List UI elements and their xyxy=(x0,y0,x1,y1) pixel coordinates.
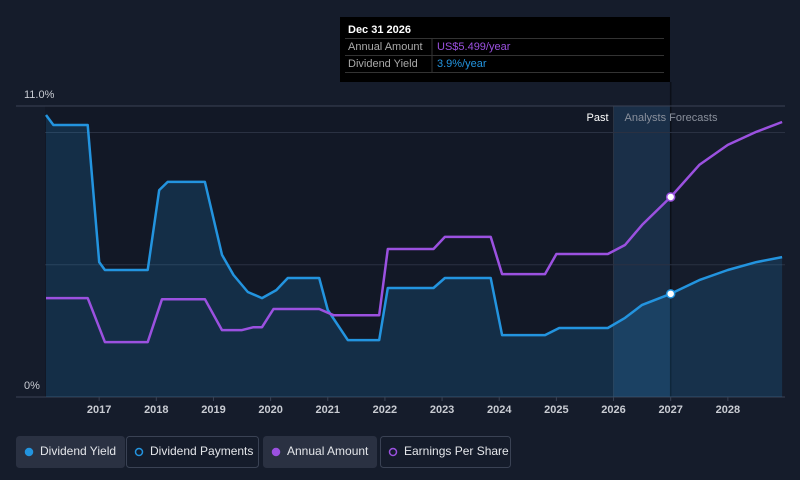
x-tick-label: 2024 xyxy=(487,404,512,416)
x-tick-label: 2022 xyxy=(373,404,397,416)
legend-swatch xyxy=(24,447,34,457)
legend-label[interactable]: Dividend Payments xyxy=(150,444,253,458)
x-tick-label: 2025 xyxy=(544,404,568,416)
x-tick-label: 2027 xyxy=(658,404,682,416)
x-tick-label: 2018 xyxy=(144,404,168,416)
legend-swatch xyxy=(271,447,281,457)
legend-button[interactable] xyxy=(126,436,259,468)
legend-label[interactable]: Earnings Per Share xyxy=(404,444,509,458)
x-tick-label: 2020 xyxy=(258,404,282,416)
x-tick-label: 2019 xyxy=(201,404,225,416)
tooltip-value: US$5.499/year xyxy=(437,41,511,53)
y-tick-label: 11.0% xyxy=(24,89,55,101)
x-tick-label: 2021 xyxy=(316,404,340,416)
forecast-highlight xyxy=(613,106,671,397)
legend-label[interactable]: Dividend Yield xyxy=(40,444,116,458)
line xyxy=(44,114,783,342)
area xyxy=(46,115,783,397)
tooltip xyxy=(340,17,670,82)
tooltip-key: Dividend Yield xyxy=(348,58,418,70)
x-tick-label: 2023 xyxy=(430,404,454,416)
tooltip-value: 3.9%/year xyxy=(437,58,487,70)
forecast-label: Analysts Forecasts xyxy=(625,112,718,124)
tooltip-date: Dec 31 2026 xyxy=(348,24,411,36)
x-tick-label: 2017 xyxy=(87,404,111,416)
x-tick-label: 2028 xyxy=(716,404,740,416)
x-tick-label: 2026 xyxy=(601,404,625,416)
past-label: Past xyxy=(587,112,609,124)
tooltip-key: Annual Amount xyxy=(348,41,423,53)
legend-label[interactable]: Annual Amount xyxy=(287,444,369,458)
legend-button[interactable] xyxy=(16,436,125,468)
legend-button[interactable] xyxy=(263,436,377,468)
legend-swatch xyxy=(134,447,144,457)
marker xyxy=(665,192,676,202)
legend-button[interactable] xyxy=(380,436,511,468)
line xyxy=(46,120,783,344)
past-region xyxy=(45,106,614,397)
y-tick-label: 0% xyxy=(24,380,40,392)
marker xyxy=(665,289,676,299)
legend-swatch xyxy=(388,447,398,457)
